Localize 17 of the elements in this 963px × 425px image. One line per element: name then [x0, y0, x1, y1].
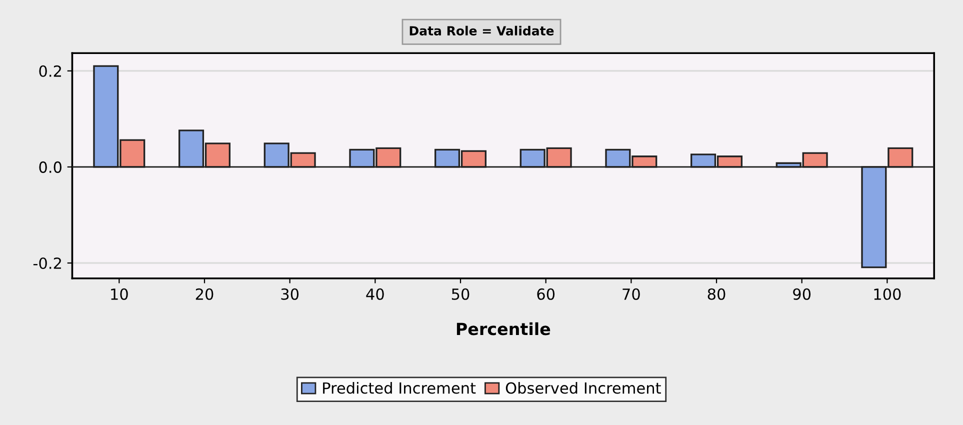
y-tick-label: -0.2	[33, 257, 61, 270]
x-tick-label: 90	[793, 288, 811, 300]
legend-label: Predicted Increment	[323, 382, 476, 394]
x-axis-title: Percentile	[456, 322, 550, 336]
legend-label: Observed Increment	[506, 382, 661, 394]
x-tick-label: 30	[281, 288, 299, 300]
chart-title: Data Role = Validate	[410, 26, 554, 36]
x-tick-label: 70	[622, 288, 640, 300]
x-tick-label: 10	[111, 288, 128, 300]
x-tick-label: 20	[196, 288, 214, 300]
y-tick-label: 0.2	[39, 65, 61, 77]
y-tick-label: 0.0	[39, 161, 62, 173]
x-tick-label: 60	[537, 288, 555, 300]
x-tick-label: 100	[874, 288, 901, 300]
x-tick-label: 40	[366, 288, 384, 300]
x-tick-label: 50	[452, 288, 470, 300]
x-tick-label: 80	[708, 288, 726, 300]
